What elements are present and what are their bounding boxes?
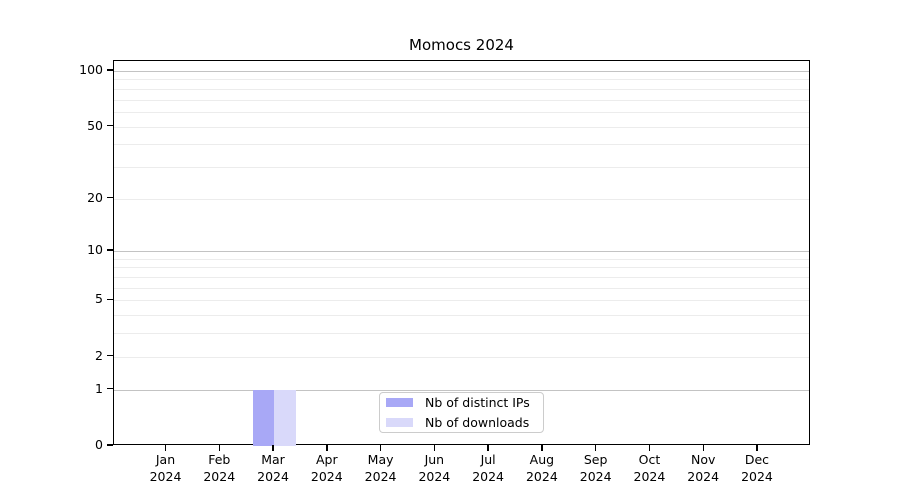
y-axis-tick-label: 20	[87, 189, 103, 205]
x-axis-tick-label: Jun 2024	[418, 452, 451, 484]
x-axis-tick	[702, 445, 704, 451]
gridline-minor	[114, 315, 809, 317]
legend-label-downloads: Nb of downloads	[425, 415, 530, 430]
gridline-minor	[114, 126, 809, 128]
x-axis-tick-label: Jul 2024	[472, 452, 505, 484]
gridline-minor	[114, 356, 809, 358]
y-axis-tick	[107, 444, 113, 446]
x-axis-tick-label: Aug 2024	[525, 452, 558, 484]
legend-row-downloads: Nb of downloads	[386, 415, 536, 430]
gridline-minor	[114, 198, 809, 200]
gridline-major	[114, 251, 809, 253]
plot-area	[113, 60, 810, 446]
x-axis-tick	[379, 445, 382, 451]
gridline-minor	[114, 333, 809, 335]
y-axis-tick-label: 0	[95, 437, 103, 452]
y-axis-tick-label: 100	[79, 62, 103, 77]
x-axis-tick	[541, 445, 543, 451]
gridline-minor	[114, 300, 809, 302]
x-axis-tick	[433, 445, 436, 451]
x-axis-tick	[594, 445, 597, 451]
y-axis-tick-label: 10	[87, 242, 103, 258]
legend-swatch-downloads	[386, 418, 413, 427]
gridline-minor	[114, 144, 809, 146]
gridline-minor	[114, 88, 809, 90]
gridline-minor	[114, 258, 809, 260]
x-axis-tick-label: Dec 2024	[741, 452, 773, 484]
y-axis-tick	[107, 355, 113, 357]
chart-title: Momocs 2024	[409, 36, 514, 54]
x-axis-tick-label: Feb 2024	[203, 452, 236, 484]
x-axis-tick-label: May 2024	[364, 452, 397, 484]
y-axis-tick	[107, 387, 113, 390]
y-axis-tick	[107, 298, 113, 301]
x-axis-tick	[487, 445, 489, 451]
x-axis-tick-label: Nov 2024	[687, 452, 720, 484]
x-axis-tick	[272, 445, 274, 451]
bar-distinct-ips	[252, 389, 275, 446]
y-axis-tick	[107, 124, 113, 127]
x-axis-tick	[164, 445, 167, 451]
y-axis-tick-label: 50	[87, 117, 103, 133]
y-axis-tick-label: 2	[95, 347, 103, 363]
gridline-minor	[114, 277, 809, 279]
y-axis-tick	[107, 69, 113, 71]
gridline-minor	[114, 267, 809, 269]
y-axis-tick	[107, 196, 113, 199]
x-axis-tick-label: Oct 2024	[633, 452, 666, 484]
x-axis-tick-label: Sep 2024	[579, 452, 612, 484]
legend-row-distinct-ips: Nb of distinct IPs	[386, 395, 536, 410]
x-axis-tick	[648, 445, 651, 451]
legend-swatch-distinct-ips	[386, 398, 413, 407]
legend-label-distinct-ips: Nb of distinct IPs	[425, 395, 530, 410]
x-axis-tick-label: Jan 2024	[149, 452, 182, 484]
gridline-minor	[114, 79, 809, 81]
gridline-minor	[114, 111, 809, 113]
x-axis-tick-label: Apr 2024	[310, 452, 343, 484]
x-axis-tick-label: Mar 2024	[257, 452, 289, 484]
x-axis-tick	[756, 445, 758, 451]
y-axis-tick	[107, 249, 113, 251]
y-axis-tick-label: 1	[95, 380, 103, 396]
y-axis-tick-label: 5	[95, 291, 103, 307]
legend: Nb of distinct IPs Nb of downloads	[379, 392, 544, 433]
gridline-minor	[114, 99, 809, 101]
x-axis-tick	[218, 445, 220, 451]
x-axis-tick	[326, 445, 328, 451]
gridline-major	[114, 71, 809, 72]
gridline-minor	[114, 287, 809, 289]
gridline-minor	[114, 166, 809, 168]
gridline-major	[114, 389, 809, 391]
bar-downloads	[274, 389, 296, 446]
